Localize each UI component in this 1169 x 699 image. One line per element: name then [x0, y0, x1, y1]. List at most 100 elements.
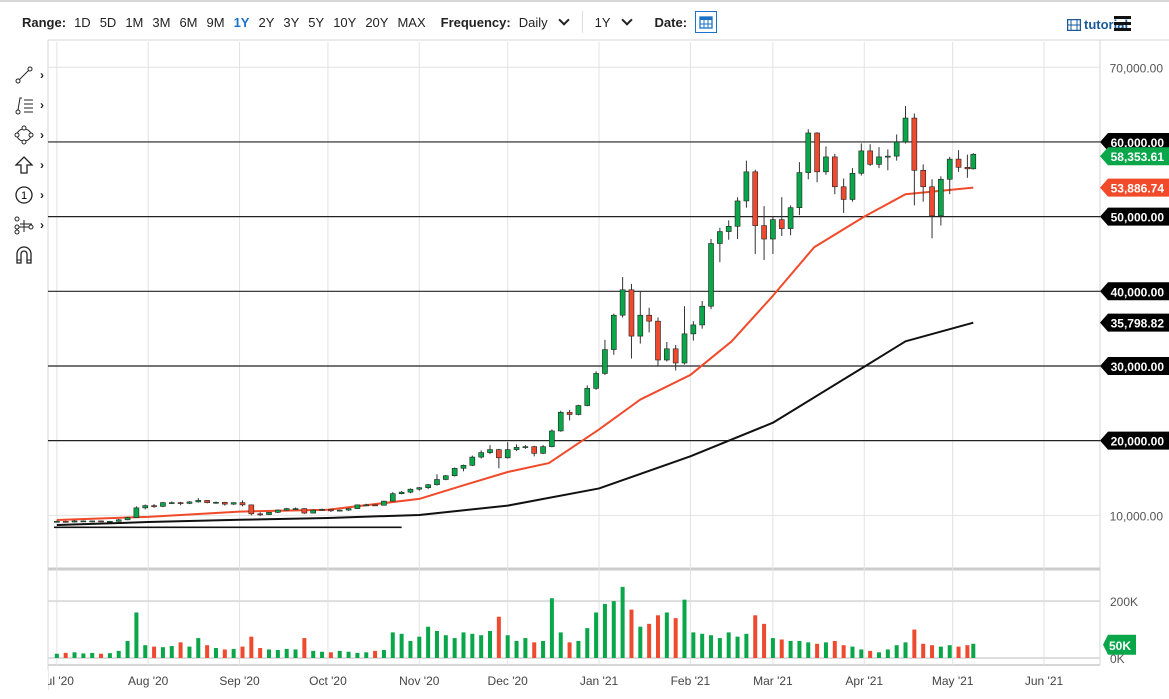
- candle-body: [160, 502, 166, 507]
- arrow-tool[interactable]: ›: [14, 150, 54, 180]
- volume-bar: [841, 645, 846, 658]
- range-button-3y[interactable]: 3Y: [283, 14, 300, 30]
- candle: [849, 168, 856, 202]
- volume-bar: [549, 598, 554, 658]
- range-button-5y[interactable]: 5Y: [308, 14, 325, 30]
- candle: [655, 317, 661, 366]
- volume-bar: [178, 642, 183, 658]
- candle: [54, 520, 60, 523]
- candle: [557, 410, 564, 432]
- sma50-value-label-shape: [1100, 178, 1169, 197]
- candle-body: [964, 167, 971, 170]
- range-button-10y[interactable]: 10Y: [333, 14, 357, 30]
- candle-body: [213, 501, 219, 504]
- range-button-5d[interactable]: 5D: [99, 14, 117, 30]
- last-price-label-shape: [1100, 147, 1169, 166]
- candle-body: [204, 500, 210, 503]
- shape-tool[interactable]: ›: [14, 120, 54, 150]
- fibonacci-tool[interactable]: ›: [14, 90, 54, 120]
- volume-bar: [426, 626, 431, 658]
- volume-bar: [602, 603, 607, 658]
- candle: [708, 239, 714, 310]
- volume-tick-label: 0K: [1110, 652, 1125, 666]
- x-tick-label: Feb '21: [671, 674, 711, 688]
- candle: [549, 429, 555, 448]
- volume-bar: [700, 633, 705, 658]
- range-button-1y[interactable]: 1Y: [233, 14, 250, 30]
- x-tick-label: Oct '20: [309, 674, 347, 688]
- volume-bar: [452, 638, 457, 658]
- candle-body: [805, 132, 812, 173]
- range-button-1m[interactable]: 1M: [125, 14, 144, 30]
- volume-bar: [903, 642, 908, 658]
- candle-body: [549, 430, 555, 447]
- range-button-9m[interactable]: 9M: [206, 14, 225, 30]
- period-select[interactable]: 1Y: [595, 14, 633, 30]
- volume-bar: [99, 653, 104, 658]
- candle-body: [460, 464, 467, 469]
- candle-body: [619, 289, 626, 316]
- candle: [478, 450, 484, 459]
- range-button-2y[interactable]: 2Y: [258, 14, 275, 30]
- range-button-3m[interactable]: 3M: [152, 14, 171, 30]
- candle: [275, 509, 281, 514]
- range-button-1d[interactable]: 1D: [74, 14, 91, 30]
- volume-bar: [284, 648, 289, 658]
- candle: [955, 150, 962, 172]
- candle-body: [902, 117, 909, 143]
- candle: [186, 501, 193, 505]
- candle: [778, 197, 785, 237]
- candle-body: [292, 508, 299, 510]
- candle: [248, 504, 255, 516]
- volume-bar: [868, 650, 873, 658]
- volume-bar: [567, 642, 572, 658]
- candle: [310, 509, 317, 514]
- candle-body: [796, 172, 803, 208]
- candle: [71, 520, 78, 523]
- volume-bar: [611, 601, 616, 658]
- magnet-tool[interactable]: [14, 240, 54, 270]
- range-button-6m[interactable]: 6M: [179, 14, 198, 30]
- horizontal-line-label-shape: [1100, 356, 1169, 375]
- candle: [893, 134, 900, 161]
- candle: [513, 444, 520, 452]
- range-button-20y[interactable]: 20Y: [365, 14, 389, 30]
- volume-bar: [912, 629, 917, 658]
- frequency-select[interactable]: Daily: [519, 14, 570, 30]
- volume-bar: [585, 628, 590, 658]
- calendar-button[interactable]: [695, 11, 718, 33]
- candle: [929, 179, 935, 239]
- volume-bar: [576, 640, 581, 658]
- candle: [664, 342, 670, 362]
- horizontal-line-label-shape: [1100, 282, 1169, 301]
- hamburger-menu-button[interactable]: [1114, 16, 1131, 34]
- measure-tool[interactable]: ›: [14, 210, 54, 240]
- volume-bar: [971, 643, 976, 658]
- x-tick-label: Mar '21: [753, 674, 793, 688]
- volume-bar: [956, 646, 961, 658]
- horizontal-line-label-shape: [1100, 207, 1169, 226]
- trendline-tool[interactable]: ›: [14, 60, 54, 90]
- x-tick-label: Aug '20: [128, 674, 169, 688]
- candle-body: [628, 289, 635, 337]
- candle: [372, 504, 378, 507]
- volume-bar: [532, 642, 537, 658]
- candle: [610, 313, 617, 355]
- candle: [672, 345, 679, 371]
- y-tick-label: 10,000.00: [1110, 509, 1164, 523]
- range-button-max[interactable]: MAX: [397, 14, 426, 30]
- x-tick-label: Jun '21: [1025, 674, 1064, 688]
- candle: [160, 501, 166, 508]
- candle-body: [478, 452, 484, 458]
- volume-bar: [682, 599, 687, 658]
- candle: [80, 520, 87, 523]
- candle: [363, 503, 370, 507]
- candle-body: [893, 141, 900, 157]
- candle-body: [557, 411, 564, 432]
- number-marker-tool[interactable]: 1 ›: [14, 180, 54, 210]
- candle: [540, 445, 546, 455]
- candle: [177, 501, 184, 506]
- candle: [796, 162, 803, 216]
- candle-body: [239, 502, 246, 506]
